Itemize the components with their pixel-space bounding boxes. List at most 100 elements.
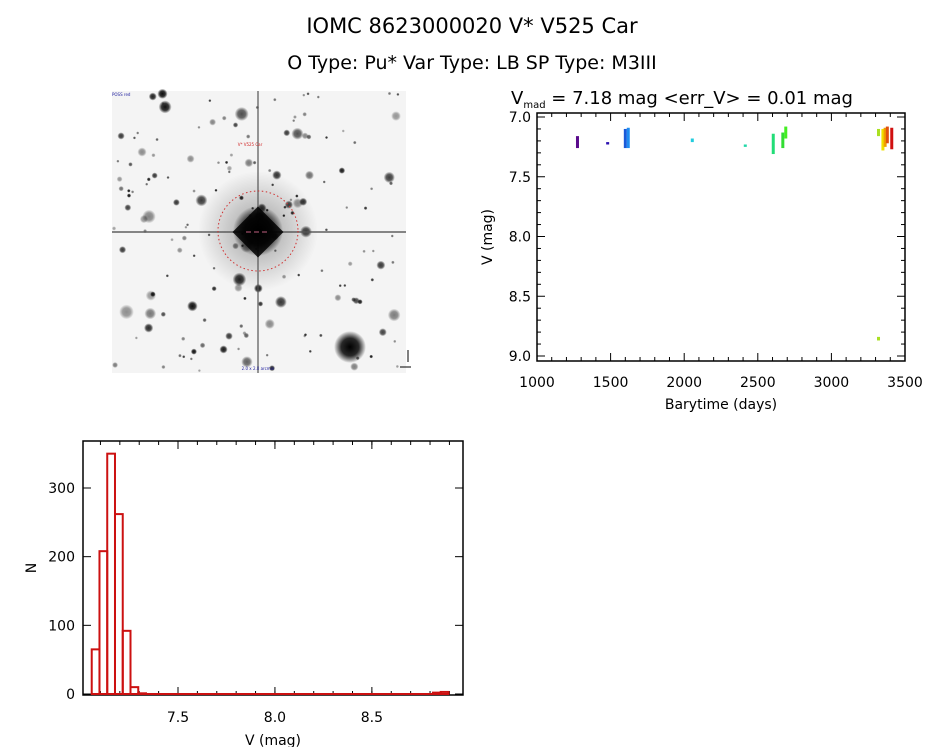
- field-star: [117, 132, 125, 140]
- field-star: [184, 225, 188, 229]
- field-star: [244, 158, 254, 168]
- field-star: [161, 101, 165, 105]
- target-label: V* V525 Car: [238, 142, 263, 147]
- lc-xtick-label: 2500: [740, 375, 776, 391]
- hist-ytick-label: 200: [48, 550, 75, 566]
- data-point-cluster: [690, 138, 694, 143]
- field-star: [221, 115, 227, 121]
- field-star: [176, 247, 183, 254]
- lc-xtick-label: 3500: [887, 375, 923, 391]
- field-star: [371, 249, 375, 253]
- data-point-cluster: [890, 127, 894, 150]
- field-star: [237, 347, 241, 351]
- lc-ytick-label: 8.0: [509, 230, 531, 246]
- field-star: [390, 234, 394, 238]
- histogram-bar: [121, 629, 132, 695]
- data-point-cluster: [626, 127, 630, 149]
- field-star: [172, 198, 180, 206]
- field-star: [186, 154, 195, 163]
- field-star: [369, 354, 374, 359]
- field-star: [269, 365, 276, 372]
- field-star: [131, 190, 135, 194]
- field-star: [132, 136, 136, 140]
- histogram-bar: [113, 513, 124, 695]
- field-star: [192, 254, 196, 258]
- data-point-cluster: [606, 142, 610, 145]
- lc-xtick-label: 1000: [519, 375, 555, 391]
- field-star: [283, 129, 291, 137]
- field-star: [376, 260, 386, 270]
- field-star: [127, 189, 131, 193]
- field-star: [353, 140, 357, 145]
- field-star: [150, 291, 156, 297]
- field-star: [322, 180, 326, 184]
- field-star: [347, 261, 353, 267]
- field-star: [363, 206, 368, 210]
- field-star: [144, 307, 157, 320]
- field-star: [190, 348, 197, 355]
- field-star: [387, 91, 392, 96]
- field-star: [383, 171, 395, 184]
- field-star: [370, 187, 374, 191]
- field-star: [393, 339, 397, 343]
- histogram-bar: [439, 690, 450, 696]
- field-star: [197, 369, 201, 373]
- field-star: [128, 162, 133, 167]
- histogram-bar: [137, 692, 148, 696]
- hist-ytick-label: 0: [66, 687, 75, 703]
- field-star: [350, 362, 359, 371]
- field-star: [304, 170, 315, 180]
- field-star: [160, 311, 166, 317]
- lc-xtick-label: 3000: [814, 375, 850, 391]
- data-point-cluster: [881, 128, 885, 151]
- field-star: [252, 160, 257, 165]
- histogram-bar: [106, 452, 116, 695]
- field-star: [202, 318, 207, 323]
- field-star: [308, 349, 312, 353]
- field-star: [302, 112, 307, 117]
- data-point-cluster: [883, 127, 887, 147]
- field-star: [211, 286, 217, 292]
- survey-label: POSS red: [112, 92, 131, 97]
- field-star: [195, 194, 208, 207]
- field-star: [189, 357, 193, 361]
- field-star: [291, 127, 304, 140]
- field-star: [257, 301, 264, 307]
- field-star: [119, 304, 134, 320]
- field-star: [139, 214, 149, 224]
- field-star: [182, 355, 186, 359]
- hist-ylabel: N: [24, 563, 40, 573]
- field-star: [343, 284, 347, 288]
- field-star: [273, 97, 277, 102]
- field-star: [199, 342, 206, 349]
- field-star: [316, 95, 320, 99]
- field-star: [148, 92, 157, 101]
- field-star: [303, 334, 307, 338]
- lc-ylabel: V (mag): [480, 209, 496, 265]
- field-star: [324, 228, 328, 232]
- field-star: [134, 336, 138, 340]
- lc-ytick-label: 8.5: [509, 289, 531, 305]
- field-star: [232, 122, 239, 128]
- data-point-cluster: [781, 132, 785, 149]
- field-star: [145, 182, 149, 186]
- field-star: [345, 206, 349, 210]
- field-star: [111, 226, 117, 231]
- lc-ytick-label: 7.5: [509, 170, 531, 186]
- field-star: [155, 137, 159, 142]
- histogram-bar: [431, 691, 442, 695]
- field-star: [391, 260, 395, 265]
- hist-ytick-label: 100: [48, 618, 75, 634]
- field-star: [161, 364, 166, 370]
- field-star: [126, 193, 132, 198]
- field-star: [302, 93, 306, 97]
- field-star: [118, 246, 127, 254]
- data-point-cluster: [877, 336, 881, 341]
- field-star: [227, 170, 231, 174]
- field-star: [265, 353, 269, 357]
- field-star: [181, 235, 187, 241]
- field-star: [362, 249, 366, 253]
- field-star: [352, 297, 360, 305]
- histogram-bar: [129, 686, 140, 696]
